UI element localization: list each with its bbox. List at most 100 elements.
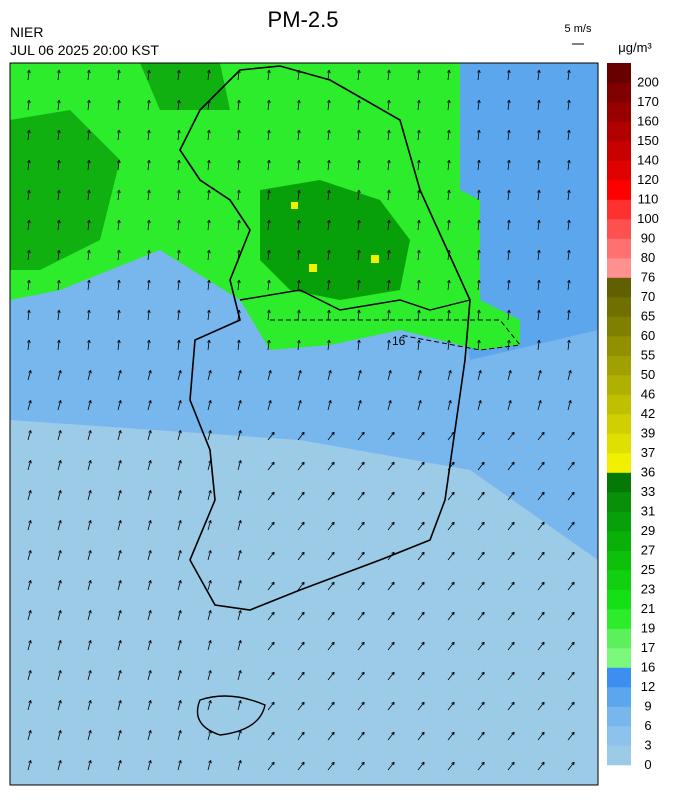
wind-arrow [507,159,511,171]
wind-arrow [237,670,242,681]
wind-arrow [207,430,212,441]
wind-arrow [177,189,181,201]
colorbar-label: 6 [644,718,651,733]
source: NIER [10,24,43,40]
wind-arrow [387,611,395,621]
wind-arrow [477,551,485,561]
wind-arrow [147,760,152,771]
wind-arrow [297,159,301,171]
wind-arrow [387,189,391,201]
wind-arrow [177,370,182,381]
wind-arrow [387,99,391,111]
colorbar-band [607,297,631,317]
colorbar-label: 170 [637,94,659,109]
colorbar-band [607,277,631,298]
wind-arrow [267,129,271,141]
wind-arrow [207,730,212,741]
wind-arrow [477,611,485,621]
wind-arrow [477,339,481,351]
wind-arrow [387,129,391,141]
wind-arrow [537,761,545,771]
wind-arrow [177,159,181,171]
wind-arrow [387,701,395,711]
wind-arrow [27,760,32,771]
wind-arrow [537,159,541,171]
wind-arrow [117,159,121,171]
wind-arrow [417,99,421,111]
wind-arrow [447,641,455,651]
wind-arrow [567,219,571,231]
wind-arrow [87,460,92,471]
wind-arrow [567,461,575,471]
wind-arrow [507,641,515,651]
wind-scale-label: 5 m/s [565,23,592,35]
wind-arrow [177,129,181,141]
wind-arrow [177,520,182,531]
wind-arrow [147,460,152,471]
wind-arrow [327,339,331,351]
wind-arrow [87,700,92,711]
wind-arrow [117,760,122,771]
colorbar-label: 37 [641,445,655,460]
wind-arrow [237,550,242,561]
wind-arrow [57,640,62,651]
wind-arrow [147,550,152,561]
wind-arrow [147,69,151,81]
wind-arrow [567,99,571,111]
map: 16 [10,63,598,785]
wind-arrow [27,580,32,591]
wind-arrow [237,760,242,771]
wind-arrow [477,400,482,411]
wind-arrow [477,279,481,291]
wind-arrow [357,581,365,591]
wind-arrow [327,99,331,111]
wind-arrow [87,129,91,141]
wind-arrow [57,339,61,351]
wind-arrow [117,520,122,531]
wind-arrow [357,431,365,441]
wind-arrow [357,279,361,291]
title: PM-2.5 [268,7,339,32]
wind-arrow [27,69,31,81]
wind-arrow [117,219,121,231]
wind-arrow [417,611,425,621]
wind-arrow [417,249,421,261]
wind-arrow [237,520,242,531]
wind-arrow [507,581,515,591]
wind-arrow [327,249,331,261]
wind-arrow [507,279,511,291]
wind-arrow [117,189,121,201]
colorbar-band [607,238,631,259]
wind-arrow [87,370,92,381]
unit: μg/m³ [618,40,652,55]
wind-arrow [237,580,242,591]
wind-arrow [357,521,365,531]
wind-arrow [87,99,91,111]
station [291,202,298,209]
wind-arrow [447,521,455,531]
wind-arrow [357,219,361,231]
wind-arrow [297,279,301,291]
wind-arrow [237,640,242,651]
wind-arrow [267,279,271,291]
wind-arrow [117,69,121,81]
wind-arrow [357,611,365,621]
wind-arrow [507,461,515,471]
wind-arrow [267,521,275,531]
wind-arrow [567,551,575,561]
colorbar-label: 80 [641,250,655,265]
wind-arrow [357,491,365,501]
wind-arrow [117,400,122,411]
wind-arrow [297,309,301,321]
wind-arrow [447,309,451,321]
wind-arrow [417,189,421,201]
wind-arrow [387,731,395,741]
wind-arrow [327,641,335,651]
wind-arrow [237,730,242,741]
wind-arrow [27,730,32,741]
wind-arrow [417,701,425,711]
wind-arrow [57,760,62,771]
colorbar-label: 25 [641,562,655,577]
colorbar-band [607,706,631,727]
colorbar-label: 150 [637,133,659,148]
